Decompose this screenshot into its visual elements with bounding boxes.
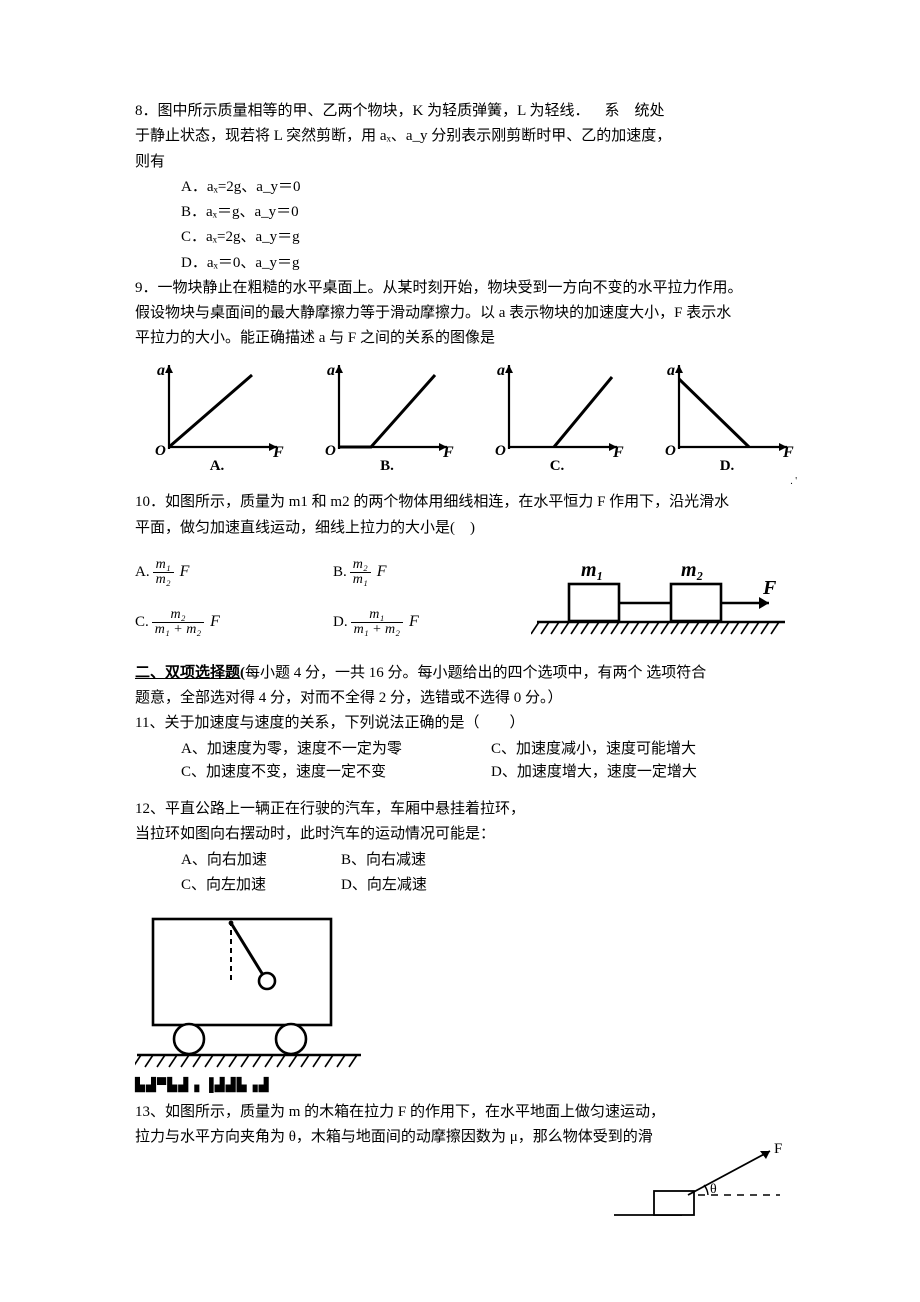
q11-opt-c-right: C、加速度减小，速度可能增大 (491, 738, 791, 761)
q9-a-xlabel: F (272, 444, 284, 457)
svg-text:a: a (327, 362, 335, 379)
q9-line1: 9．一物块静止在粗糙的水平桌面上。从某时刻开始，物块受到一方向不变的水平拉力作用… (135, 277, 790, 300)
q12-options: A、向右加速 B、向右减速 C、向左加速 D、向左减速 (135, 849, 790, 898)
q9-line2: 假设物块与桌面间的最大静摩擦力等于滑动摩擦力。以 a 表示物块的加速度大小，F … (135, 302, 790, 325)
q11-options: A、加速度为零，速度不一定为零 C、加速度减小，速度可能增大 C、加速度不变，速… (135, 738, 790, 785)
q10-opt-b: B. m₂m₁ F (333, 558, 523, 588)
q12-figure: ▙▟▀▙▟▗ ▐▟▟▙▗▟ (135, 905, 790, 1095)
svg-text:O: O (325, 443, 336, 457)
q10-options-grid: A. m₁m₂ F B. m₂m₁ F (135, 548, 790, 648)
q9-label-d: D. (720, 455, 735, 478)
q12-opt-a: A、向右加速 (181, 849, 341, 872)
svg-text:F: F (762, 577, 777, 599)
q13-figure: F θ (610, 1137, 810, 1235)
q9-graph-a: a O F A. (147, 357, 287, 490)
q11-stem: 11、关于加速度与速度的关系，下列说法正确的是（ ） (135, 712, 790, 735)
q12-garbled-caption: ▙▟▀▙▟▗ ▐▟▟▙▗▟ (135, 1075, 790, 1095)
svg-text:θ: θ (710, 1182, 717, 1197)
q11-opt-d: D、加速度增大，速度一定增大 (491, 761, 791, 784)
svg-text:m₁: m₁ (581, 559, 604, 581)
q8-opt-d: D．aₓ＝0、a_y＝g (181, 252, 790, 275)
svg-text:m₂: m₂ (681, 559, 704, 581)
q10-figure: m₁ m₂ F (531, 548, 801, 648)
q12-line1: 12、平直公路上一辆正在行驶的汽车，车厢中悬挂着拉环， (135, 798, 790, 821)
svg-text:O: O (495, 443, 506, 457)
q10-opt-c: C. m₂m₁ + m₂ F (135, 608, 325, 638)
svg-text:F: F (612, 444, 624, 457)
q11-opt-c-left: C、加速度不变，速度一定不变 (181, 761, 481, 784)
q9-graph-row: a O F A. a O F B. (147, 357, 790, 490)
q12-line2: 当拉环如图向右摆动时，此时汽车的运动情况可能是： (135, 823, 790, 846)
q8-opt-a: A．aₓ=2g、a_y＝0 (181, 176, 790, 199)
q9-label-c: C. (550, 455, 565, 478)
q8-opt-c: C．aₓ=2g、a_y＝g (181, 226, 790, 249)
q13-line1: 13、如图所示，质量为 m 的木箱在拉力 F 的作用下，在水平地面上做匀速运动， (135, 1101, 790, 1124)
svg-text:F: F (782, 444, 794, 457)
q9-label-b: B. (380, 455, 394, 478)
q8-opt-b: B．aₓ＝g、a_y＝0 (181, 201, 790, 224)
q9-graph-c: a O F C. (487, 357, 627, 490)
q8-line1: 8．图中所示质量相等的甲、乙两个物块，K 为轻质弹簧，L 为轻线． 系 统处 (135, 100, 790, 123)
q9-a-ylabel: a (157, 362, 165, 379)
q9-graph-d: a O F D. . ' (657, 357, 797, 490)
section2-title: 二、双项选择题(每小题 4 分，一共 16 分。每小题给出的四个选项中，有两个 … (135, 662, 790, 685)
q9-tiny-tail: . ' (790, 474, 797, 490)
q9-graph-b: a O F B. (317, 357, 457, 490)
q12-opt-d: D、向左减速 (341, 874, 501, 897)
svg-text:O: O (665, 443, 676, 457)
q12-opt-b: B、向右减速 (341, 849, 501, 872)
q9-label-a: A. (210, 455, 225, 478)
svg-text:a: a (667, 362, 675, 379)
q10-line2: 平面，做匀加速直线运动，细线上拉力的大小是( ) (135, 517, 790, 540)
q9-line3: 平拉力的大小。能正确描述 a 与 F 之间的关系的图像是 (135, 327, 790, 350)
q12-opt-c: C、向左加速 (181, 874, 341, 897)
q8-line2: 于静止状态，现若将 L 突然剪断，用 aₓ、a_y 分别表示刚剪断时甲、乙的加速… (135, 125, 790, 148)
svg-text:F: F (442, 444, 454, 457)
q10-opt-d: D. m₁m₁ + m₂ F (333, 608, 523, 638)
q9-a-origin: O (155, 443, 166, 457)
section2-line2: 题意，全部选对得 4 分，对而不全得 2 分，选错或不选得 0 分。） (135, 687, 790, 710)
svg-text:F: F (774, 1141, 782, 1157)
q10-line1: 10．如图所示，质量为 m1 和 m2 的两个物体用细线相连，在水平恒力 F 作… (135, 491, 790, 514)
q11-opt-a: A、加速度为零，速度不一定为零 (181, 738, 481, 761)
q10-opt-a: A. m₁m₂ F (135, 558, 325, 588)
q8-line3: 则有 (135, 151, 790, 174)
svg-text:a: a (497, 362, 505, 379)
